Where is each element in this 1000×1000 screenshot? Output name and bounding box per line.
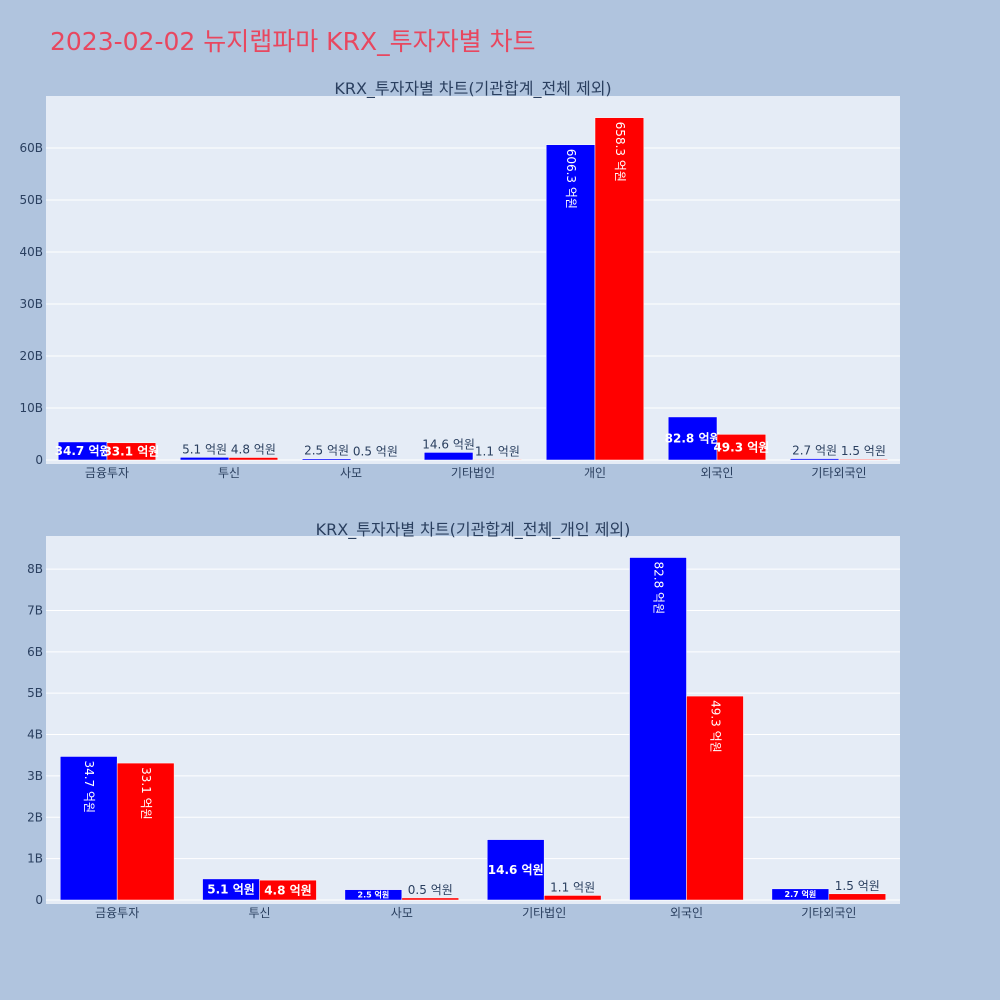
x-tick-label: 외국인 bbox=[700, 466, 733, 480]
bar bbox=[116, 762, 175, 901]
bar bbox=[838, 458, 889, 461]
data-label: 1.1 억원 bbox=[475, 444, 520, 458]
data-label: 34.7 억원 bbox=[82, 760, 96, 813]
y-tick-label: 5B bbox=[27, 686, 43, 700]
x-tick-label: 기타외국인 bbox=[811, 466, 866, 480]
x-tick-label: 금융투자 bbox=[85, 466, 129, 480]
y-tick-label: 4B bbox=[27, 728, 43, 742]
bar bbox=[106, 442, 157, 461]
x-tick-label: 개인 bbox=[584, 466, 606, 480]
data-label: 1.5 억원 bbox=[835, 879, 880, 893]
data-label: 1.5 억원 bbox=[841, 444, 886, 458]
bar bbox=[629, 557, 687, 901]
data-label: 49.3 억원 bbox=[713, 440, 769, 454]
y-tick-label: 7B bbox=[27, 603, 43, 617]
y-tick-label: 2B bbox=[27, 810, 43, 824]
bar bbox=[686, 695, 744, 901]
bar bbox=[350, 459, 401, 461]
data-label: 2.5 억원 bbox=[358, 890, 390, 900]
y-tick-label: 8B bbox=[27, 562, 43, 576]
bar bbox=[472, 459, 523, 461]
x-tick-label: 기타법인 bbox=[451, 466, 495, 480]
y-tick-label: 40B bbox=[19, 245, 43, 259]
y-tick-label: 0 bbox=[35, 453, 43, 467]
data-label: 82.8 억원 bbox=[665, 432, 721, 446]
data-label: 2.5 억원 bbox=[304, 444, 349, 458]
x-tick-label: 외국인 bbox=[670, 906, 703, 920]
chart-title-2: KRX_투자자별 차트(기관합계_전체_개인 제외) bbox=[316, 520, 631, 540]
bar bbox=[423, 452, 474, 461]
data-label: 14.6 억원 bbox=[488, 863, 544, 877]
x-tick-label: 사모 bbox=[391, 906, 413, 920]
bar bbox=[667, 416, 718, 461]
data-label: 33.1 억원 bbox=[139, 767, 153, 820]
x-tick-label: 투신 bbox=[248, 906, 270, 920]
data-label: 5.1 억원 bbox=[182, 442, 227, 456]
bar bbox=[401, 897, 460, 901]
bar bbox=[259, 879, 317, 901]
bar bbox=[594, 117, 645, 461]
y-tick-label: 3B bbox=[27, 769, 43, 783]
bar bbox=[179, 457, 230, 461]
x-tick-label: 사모 bbox=[340, 466, 362, 480]
bar bbox=[344, 889, 403, 901]
data-label: 4.8 억원 bbox=[264, 883, 312, 897]
data-label: 14.6 억원 bbox=[422, 437, 475, 451]
bar bbox=[301, 458, 352, 461]
y-tick-label: 0 bbox=[35, 893, 43, 907]
data-label: 606.3 억원 bbox=[564, 149, 578, 209]
y-tick-label: 30B bbox=[19, 297, 43, 311]
bar bbox=[59, 756, 118, 901]
data-label: 5.1 억원 bbox=[207, 883, 255, 897]
bar bbox=[716, 434, 767, 461]
data-label: 49.3 억원 bbox=[708, 700, 722, 753]
data-label: 33.1 억원 bbox=[103, 445, 159, 459]
page-title: 2023-02-02 뉴지랩파마 KRX_투자자별 차트 bbox=[50, 27, 536, 56]
data-label: 34.7 억원 bbox=[55, 444, 111, 458]
plot-area-1 bbox=[46, 96, 900, 464]
plot-area-2 bbox=[46, 536, 900, 904]
data-label: 658.3 억원 bbox=[613, 122, 627, 182]
bar bbox=[486, 839, 545, 901]
x-tick-label: 기타외국인 bbox=[801, 906, 856, 920]
x-tick-label: 기타법인 bbox=[522, 906, 566, 920]
data-label: 1.1 억원 bbox=[550, 880, 595, 894]
y-tick-label: 50B bbox=[19, 193, 43, 207]
y-tick-label: 60B bbox=[19, 141, 43, 155]
bar bbox=[545, 144, 596, 461]
data-label: 2.7 억원 bbox=[792, 444, 837, 458]
y-tick-label: 10B bbox=[19, 401, 43, 415]
y-tick-label: 20B bbox=[19, 349, 43, 363]
data-label: 2.7 억원 bbox=[785, 889, 817, 899]
bar bbox=[543, 895, 602, 901]
data-label: 82.8 억원 bbox=[652, 562, 666, 615]
data-label: 0.5 억원 bbox=[408, 883, 453, 897]
y-tick-label: 1B bbox=[27, 852, 43, 866]
data-label: 4.8 억원 bbox=[231, 443, 276, 457]
bar bbox=[789, 458, 840, 461]
chart-title-1: KRX_투자자별 차트(기관합계_전체 제외) bbox=[334, 79, 611, 99]
x-tick-label: 투신 bbox=[218, 466, 240, 480]
bar bbox=[228, 457, 279, 461]
bar bbox=[828, 893, 887, 901]
x-tick-label: 금융투자 bbox=[95, 906, 139, 920]
y-tick-label: 6B bbox=[27, 645, 43, 659]
data-label: 0.5 억원 bbox=[353, 445, 398, 459]
